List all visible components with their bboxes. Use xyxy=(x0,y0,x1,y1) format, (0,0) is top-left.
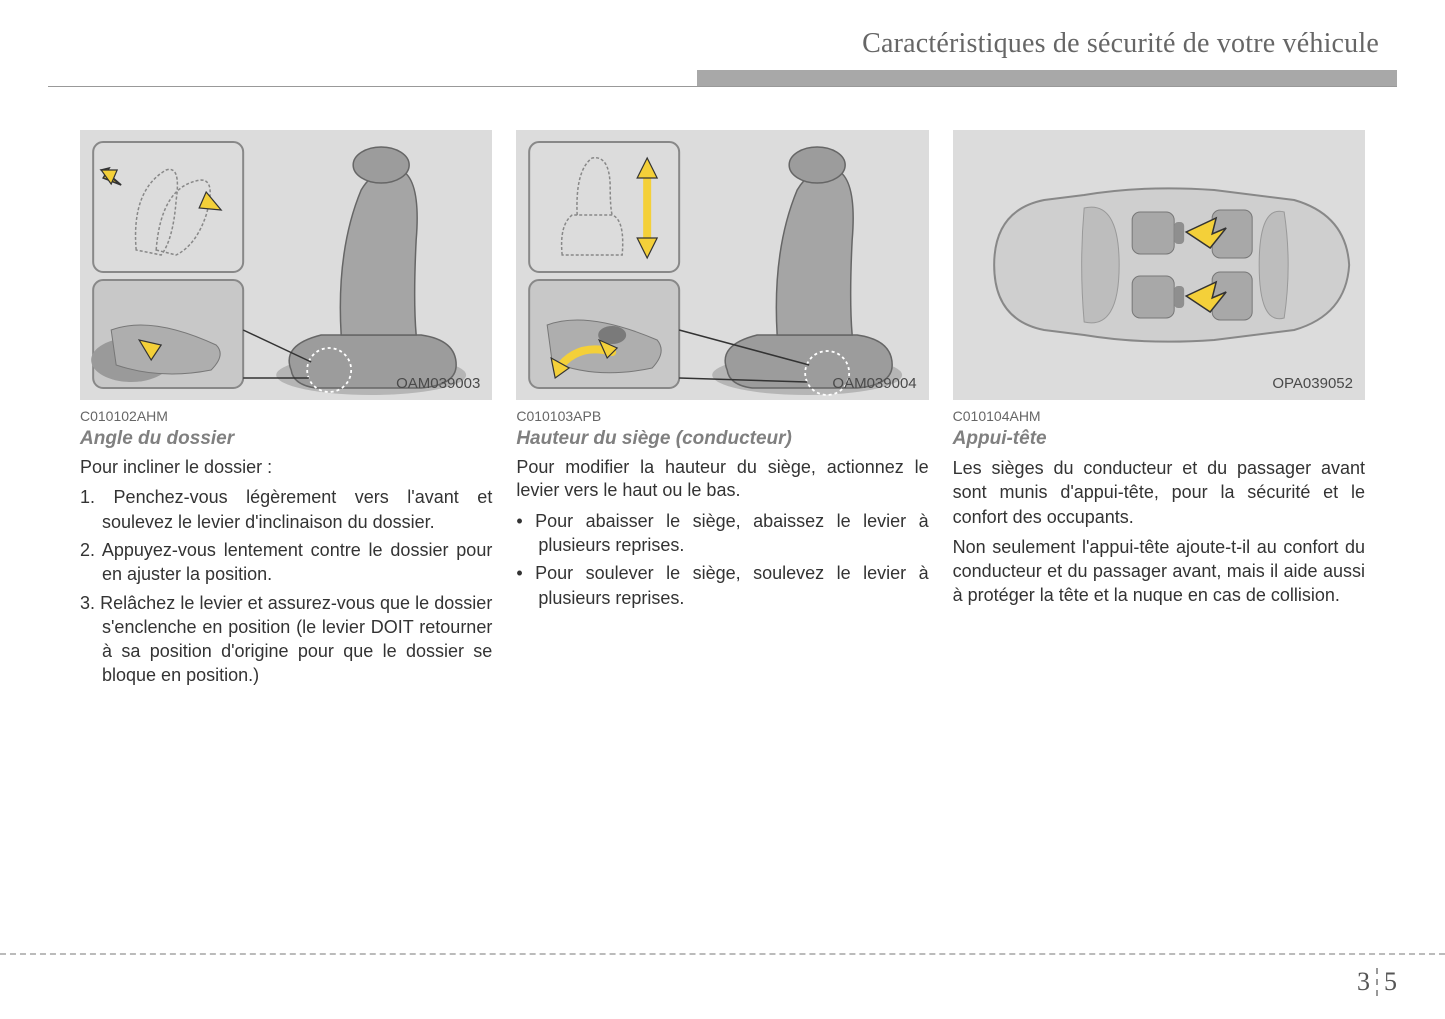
column-2: OAM039004 C010103APB Hauteur du siège (c… xyxy=(516,130,928,692)
section-intro: Pour incliner le dossier : xyxy=(80,456,492,479)
paragraph: Les sièges du conducteur et du passager … xyxy=(953,456,1365,529)
section-code: C010103APB xyxy=(516,408,928,424)
footer-dotted-rule xyxy=(0,953,1445,955)
section-code: C010104AHM xyxy=(953,408,1365,424)
header-bar-gray xyxy=(697,70,1397,86)
numbered-list: 1. Penchez-vous légèrement vers l'avant … xyxy=(80,485,492,691)
page-header: Caractéristiques de sécurité de votre vé… xyxy=(48,28,1397,86)
illustration-label: OAM039003 xyxy=(396,375,480,392)
illustration-seatback-angle: OAM039003 xyxy=(80,130,492,400)
page-number-value: 5 xyxy=(1384,967,1397,997)
paragraph: Non seulement l'appui-tête ajoute-t-il a… xyxy=(953,535,1365,608)
illustration-label: OPA039052 xyxy=(1272,375,1353,392)
page-number: 3 5 xyxy=(1357,967,1397,997)
section-title: Appui-tête xyxy=(953,428,1365,450)
seat-height-diagram xyxy=(516,130,928,400)
list-item: Pour abaisser le siège, abaissez le levi… xyxy=(516,509,928,558)
illustration-seat-height: OAM039004 xyxy=(516,130,928,400)
content-area: OAM039003 C010102AHM Angle du dossier Po… xyxy=(80,130,1365,692)
list-item: 2. Appuyez-vous lentement contre le doss… xyxy=(80,538,492,587)
page-number-divider xyxy=(1376,968,1378,996)
bullet-list: Pour abaisser le siège, abaissez le levi… xyxy=(516,509,928,614)
column-1: OAM039003 C010102AHM Angle du dossier Po… xyxy=(80,130,492,692)
list-item: Pour soulever le siège, soulevez le levi… xyxy=(516,561,928,610)
list-item: 1. Penchez-vous légèrement vers l'avant … xyxy=(80,485,492,534)
section-code: C010102AHM xyxy=(80,408,492,424)
section-title: Angle du dossier xyxy=(80,428,492,450)
header-rule xyxy=(48,86,1397,87)
header-bar xyxy=(48,70,1397,86)
illustration-label: OAM039004 xyxy=(832,375,916,392)
seat-recline-diagram xyxy=(80,130,492,400)
page-title: Caractéristiques de sécurité de votre vé… xyxy=(862,28,1379,60)
section-title: Hauteur du siège (conducteur) xyxy=(516,428,928,450)
illustration-headrest: OPA039052 xyxy=(953,130,1365,400)
chapter-number: 3 xyxy=(1357,967,1370,997)
section-intro: Pour modifier la hauteur du siège, actio… xyxy=(516,456,928,503)
list-item: 3. Relâchez le levier et assurez-vous qu… xyxy=(80,591,492,688)
column-3: OPA039052 C010104AHM Appui-tête Les sièg… xyxy=(953,130,1365,692)
car-top-view-diagram xyxy=(953,130,1365,400)
